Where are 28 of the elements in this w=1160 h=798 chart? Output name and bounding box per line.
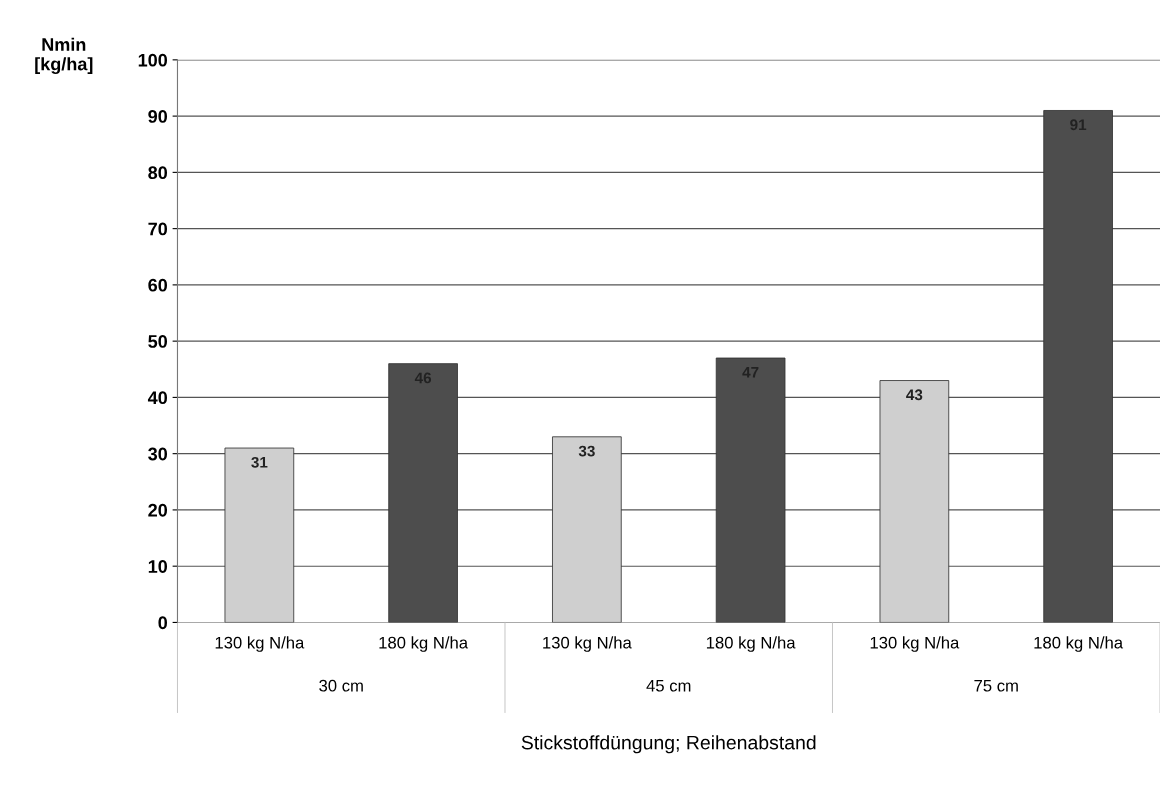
data-label: 33 xyxy=(578,445,595,457)
data-label: 31 xyxy=(251,456,268,468)
x-tick-label: 130 kg N/ha xyxy=(215,636,305,652)
y-tick-label: 10 xyxy=(148,560,168,573)
x-tick-label: 130 kg N/ha xyxy=(870,636,960,652)
y-tick-label: 40 xyxy=(147,391,168,405)
y-tick-label: 0 xyxy=(158,616,168,630)
x-tick-label: 180 kg N/ha xyxy=(1034,636,1124,652)
text: 30 cm xyxy=(319,679,363,692)
text: 45 cm xyxy=(646,679,691,692)
text: 75 cm xyxy=(974,679,1018,692)
bar xyxy=(552,436,622,623)
y-tick-label: 60 xyxy=(148,278,168,292)
x-tick-label: 180 kg N/ha xyxy=(379,636,469,652)
y-tick-label: 50 xyxy=(148,335,168,348)
y-axis-title: Nmin [kg/ha] xyxy=(35,37,93,75)
x-tick-label: 180 kg N/ha xyxy=(706,636,796,652)
y-tick-label: 30 xyxy=(148,447,168,461)
data-label: 43 xyxy=(906,389,923,401)
y-tick-label: 90 xyxy=(148,110,168,123)
bar xyxy=(224,447,295,623)
y-tick-label: 70 xyxy=(148,222,168,236)
y-tick-label: 80 xyxy=(148,166,168,180)
bar xyxy=(879,380,950,623)
x-axis-title: Stickstoffdüngung; Reihenabstand xyxy=(521,735,816,754)
y-tick-label: 20 xyxy=(148,503,168,517)
y-tick-label: 100 xyxy=(138,53,168,67)
x-tick-label: 130 kg N/ha xyxy=(543,636,632,652)
